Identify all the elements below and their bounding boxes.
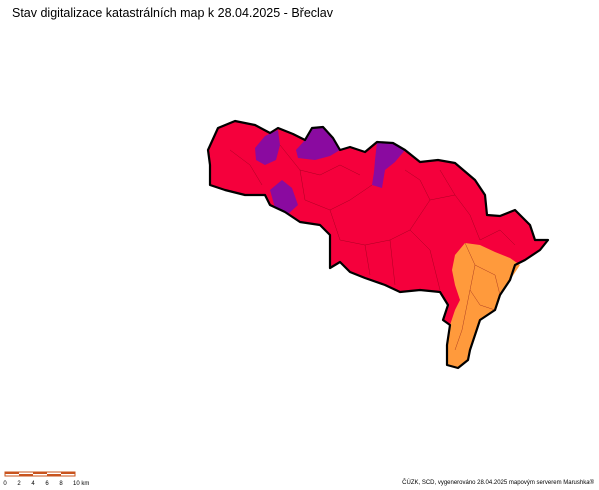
region-purple bbox=[372, 142, 405, 188]
district-map bbox=[206, 119, 550, 370]
region-purple bbox=[270, 180, 298, 214]
scale-label: 2 bbox=[17, 481, 21, 487]
scale-label: 8 bbox=[59, 481, 63, 487]
scale-label: 4 bbox=[31, 481, 35, 487]
region-purple bbox=[255, 130, 280, 165]
scale-label: 0 bbox=[3, 481, 7, 487]
map-credit: ČÚZK, SCD, vygenerováno 28.04.2025 mapov… bbox=[402, 479, 594, 486]
cadastral-borders bbox=[229, 144, 516, 351]
map-title: Stav digitalizace katastrálních map k 28… bbox=[12, 6, 334, 20]
region-orange bbox=[447, 243, 520, 368]
scale-bar: 0 2 4 6 8 10 km bbox=[3, 471, 89, 487]
scale-label: 10 km bbox=[73, 481, 89, 487]
scale-bar-segment bbox=[5, 472, 19, 474]
district-outline bbox=[206, 119, 550, 370]
scale-bar-segment bbox=[61, 472, 75, 474]
scale-bar-segment bbox=[19, 474, 33, 476]
scale-label: 6 bbox=[45, 481, 49, 487]
scale-bar-segment bbox=[47, 474, 61, 476]
region-purple bbox=[296, 127, 340, 160]
scale-bar-segment bbox=[33, 472, 47, 474]
